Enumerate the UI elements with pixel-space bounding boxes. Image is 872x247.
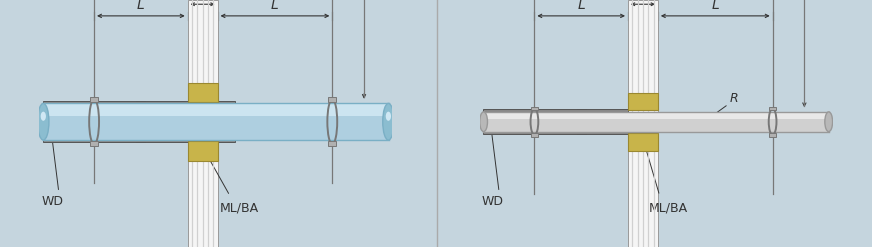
Bar xyxy=(628,133,657,151)
Bar xyxy=(43,102,187,142)
Bar xyxy=(187,142,218,161)
Text: WD: WD xyxy=(481,195,503,208)
Bar xyxy=(187,82,218,102)
Bar xyxy=(531,107,538,110)
Text: L: L xyxy=(577,0,585,12)
Bar xyxy=(628,0,657,247)
Ellipse shape xyxy=(825,112,833,132)
Bar xyxy=(187,0,218,247)
Bar xyxy=(90,97,98,102)
Text: da: da xyxy=(380,115,391,128)
Text: s: s xyxy=(640,0,646,1)
Bar xyxy=(531,133,538,137)
Ellipse shape xyxy=(480,112,487,132)
Text: t: t xyxy=(147,117,152,127)
Bar xyxy=(769,133,776,137)
Bar xyxy=(329,142,337,146)
Text: L: L xyxy=(712,0,719,12)
Ellipse shape xyxy=(37,103,49,140)
Bar xyxy=(43,104,389,116)
Bar xyxy=(483,109,628,134)
Bar xyxy=(769,107,776,110)
Bar xyxy=(628,93,657,110)
Text: WD: WD xyxy=(41,195,63,208)
Bar xyxy=(483,112,829,132)
Ellipse shape xyxy=(385,112,391,121)
Bar xyxy=(90,142,98,146)
Text: s: s xyxy=(200,0,206,1)
Text: L: L xyxy=(271,0,279,12)
Text: ML/BA: ML/BA xyxy=(220,202,258,215)
Ellipse shape xyxy=(383,103,394,140)
Bar xyxy=(218,102,235,142)
Text: da: da xyxy=(821,115,831,128)
Text: ML/BA: ML/BA xyxy=(649,202,688,215)
Bar xyxy=(43,103,389,140)
Bar xyxy=(483,112,829,119)
Ellipse shape xyxy=(41,112,46,121)
Text: R: R xyxy=(275,112,283,125)
Text: R: R xyxy=(730,92,738,105)
Text: L: L xyxy=(137,0,145,12)
Text: t: t xyxy=(588,117,592,127)
Bar xyxy=(329,97,337,102)
